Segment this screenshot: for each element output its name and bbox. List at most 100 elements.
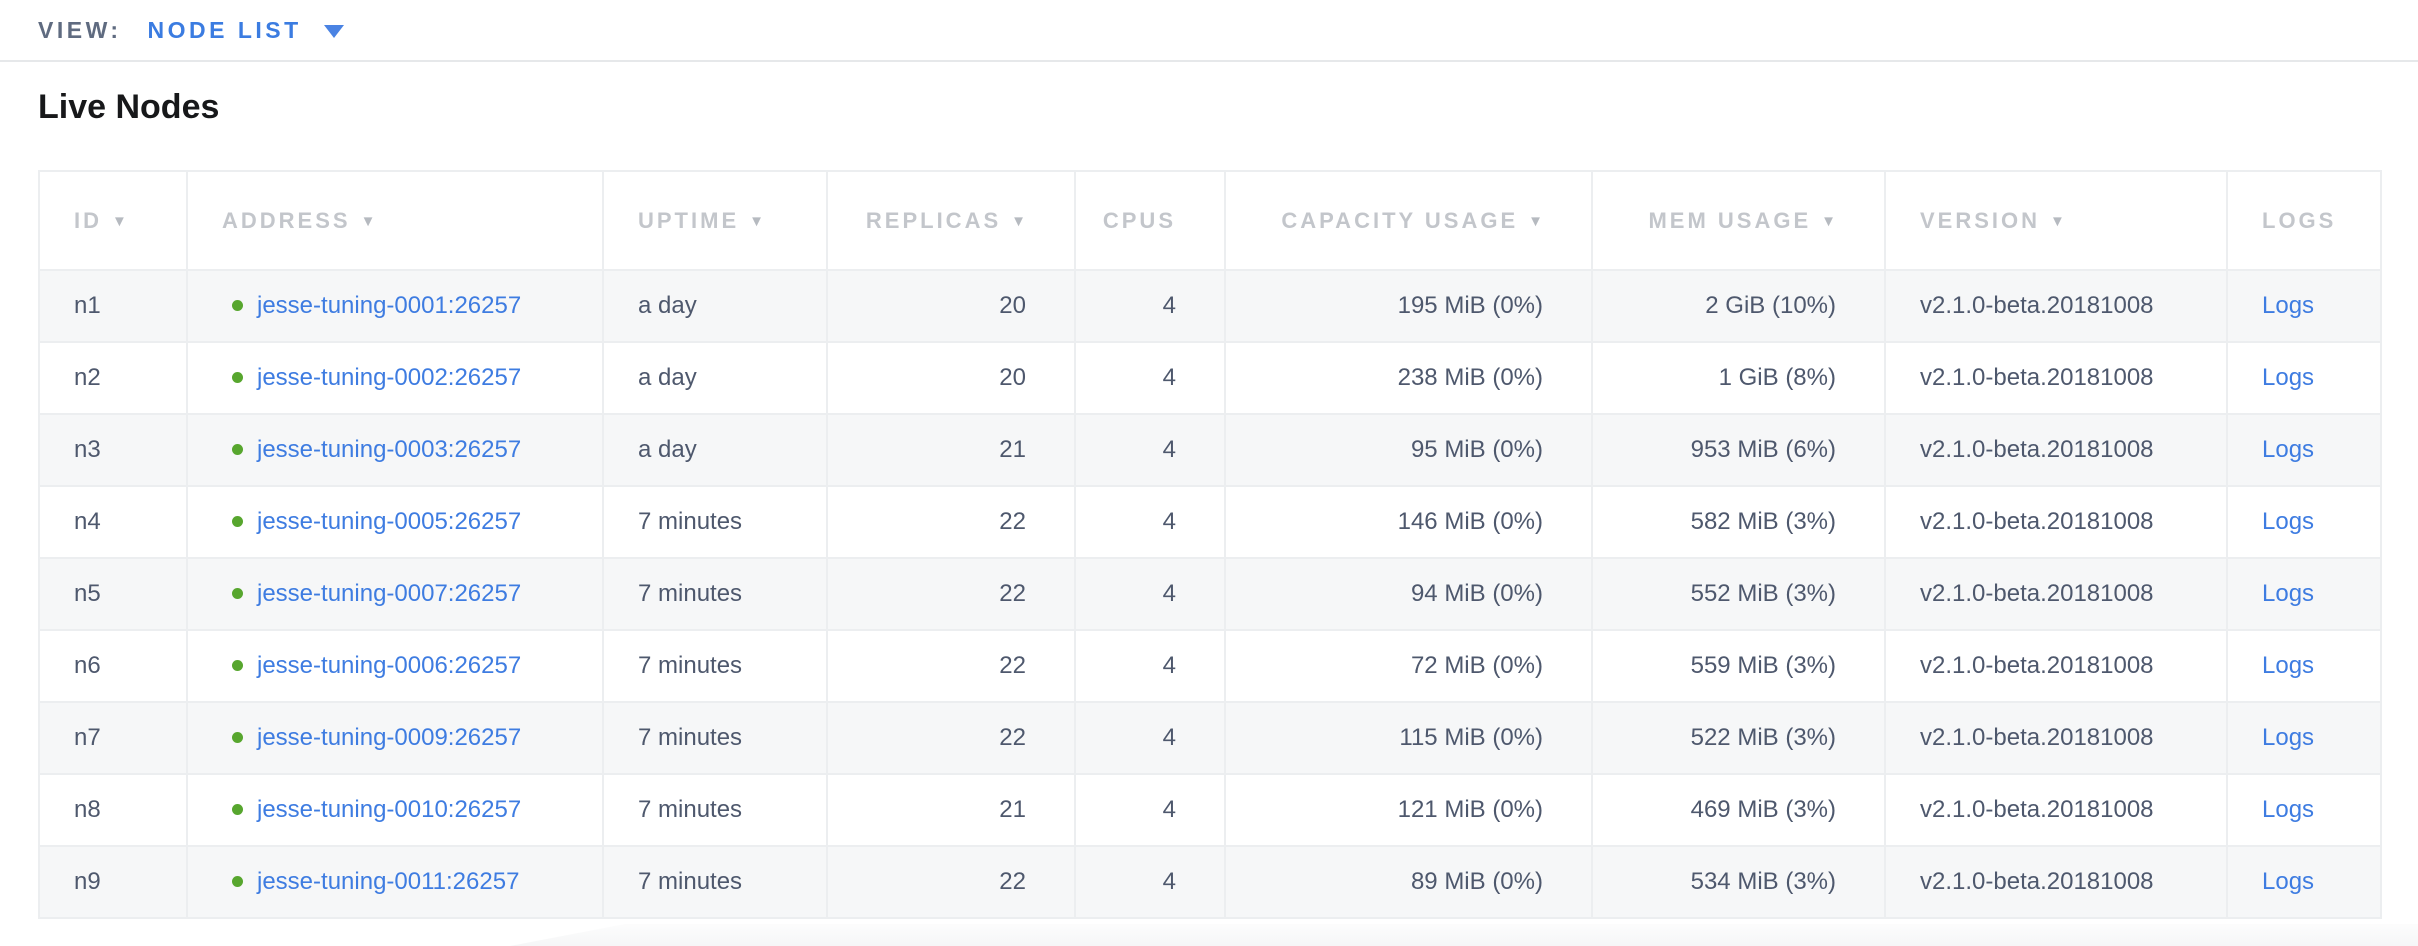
cell-value: 22 <box>999 724 1026 751</box>
cell-address: jesse-tuning-0005:26257 <box>186 485 604 559</box>
cell-cpus: 4 <box>1074 269 1226 343</box>
cell-logs: Logs <box>2226 341 2382 415</box>
column-header-label: REPLICAS <box>865 207 1002 233</box>
sort-arrow-icon: ▼ <box>1011 212 1026 230</box>
logs-link[interactable]: Logs <box>2262 364 2315 391</box>
cell-value: 7 minutes <box>638 580 743 607</box>
cell-mem: 534 MiB (3%) <box>1591 845 1886 919</box>
address-link[interactable]: jesse-tuning-0010:26257 <box>257 796 522 823</box>
logs-link[interactable]: Logs <box>2262 580 2315 607</box>
cell-value: n2 <box>74 364 101 391</box>
cell-mem: 559 MiB (3%) <box>1591 629 1886 703</box>
column-header-label: ID <box>74 207 102 233</box>
cell-uptime: 7 minutes <box>602 557 828 631</box>
address-link[interactable]: jesse-tuning-0007:26257 <box>257 580 522 607</box>
cell-address: jesse-tuning-0010:26257 <box>186 773 604 847</box>
cell-value: v2.1.0-beta.20181008 <box>1920 292 2154 319</box>
column-header-uptime[interactable]: UPTIME ▼ <box>602 170 828 271</box>
cell-logs: Logs <box>2226 629 2382 703</box>
view-label: VIEW: <box>38 16 122 43</box>
logs-link[interactable]: Logs <box>2262 508 2315 535</box>
cell-uptime: 7 minutes <box>602 485 828 559</box>
node-status-icon <box>232 588 243 599</box>
cell-address: jesse-tuning-0001:26257 <box>186 269 604 343</box>
cell-address: jesse-tuning-0009:26257 <box>186 701 604 775</box>
column-header-address[interactable]: ADDRESS ▼ <box>186 170 604 271</box>
logs-link[interactable]: Logs <box>2262 868 2315 895</box>
address-link[interactable]: jesse-tuning-0011:26257 <box>257 868 520 895</box>
address-link[interactable]: jesse-tuning-0002:26257 <box>257 364 522 391</box>
cell-value: 582 MiB (3%) <box>1690 508 1836 535</box>
logs-link[interactable]: Logs <box>2262 796 2315 823</box>
cell-id: n7 <box>38 701 188 775</box>
cell-version: v2.1.0-beta.20181008 <box>1884 629 2228 703</box>
cell-value: 522 MiB (3%) <box>1690 724 1836 751</box>
cell-value: v2.1.0-beta.20181008 <box>1920 436 2154 463</box>
cell-value: 21 <box>999 436 1026 463</box>
cell-uptime: a day <box>602 413 828 487</box>
node-status-icon <box>232 300 243 311</box>
cell-value: 4 <box>1162 868 1176 895</box>
table-row: n5 jesse-tuning-0007:26257 7 minutes 22 4 94 … <box>38 557 2382 631</box>
address-link[interactable]: jesse-tuning-0006:26257 <box>257 652 522 679</box>
cell-value: 195 MiB (0%) <box>1397 292 1543 319</box>
column-header-replicas[interactable]: REPLICAS ▼ <box>826 170 1076 271</box>
cell-version: v2.1.0-beta.20181008 <box>1884 485 2228 559</box>
cell-address: jesse-tuning-0002:26257 <box>186 341 604 415</box>
cell-version: v2.1.0-beta.20181008 <box>1884 413 2228 487</box>
view-dropdown[interactable]: NODE LIST <box>148 17 344 44</box>
cell-cpus: 4 <box>1074 341 1226 415</box>
cell-capacity: 146 MiB (0%) <box>1224 485 1593 559</box>
logs-link[interactable]: Logs <box>2262 436 2315 463</box>
cell-mem: 522 MiB (3%) <box>1591 701 1886 775</box>
cell-value: v2.1.0-beta.20181008 <box>1920 508 2154 535</box>
cell-value: 22 <box>999 868 1026 895</box>
cell-value: 1 GiB (8%) <box>1718 364 1836 391</box>
cell-value: 7 minutes <box>638 868 743 895</box>
cell-value: n4 <box>74 508 101 535</box>
cell-version: v2.1.0-beta.20181008 <box>1884 701 2228 775</box>
cell-logs: Logs <box>2226 701 2382 775</box>
cell-id: n4 <box>38 485 188 559</box>
table-row: n1 jesse-tuning-0001:26257 a day 20 4 195 MiB… <box>38 269 2382 343</box>
cell-value: 7 minutes <box>638 724 743 751</box>
logs-link[interactable]: Logs <box>2262 724 2315 751</box>
logs-link[interactable]: Logs <box>2262 652 2315 679</box>
cell-logs: Logs <box>2226 485 2382 559</box>
column-header-cpus: CPUS <box>1074 170 1226 271</box>
cell-logs: Logs <box>2226 557 2382 631</box>
cell-value: 4 <box>1162 508 1176 535</box>
column-header-label: CAPACITY USAGE <box>1281 207 1519 233</box>
cell-id: n9 <box>38 845 188 919</box>
cell-value: n9 <box>74 868 101 895</box>
column-header-id[interactable]: ID ▼ <box>38 170 188 271</box>
address-link[interactable]: jesse-tuning-0005:26257 <box>257 508 522 535</box>
table-row: n3 jesse-tuning-0003:26257 a day 21 4 95 MiB … <box>38 413 2382 487</box>
cell-mem: 552 MiB (3%) <box>1591 557 1886 631</box>
address-link[interactable]: jesse-tuning-0009:26257 <box>257 724 522 751</box>
cell-value: 4 <box>1162 724 1176 751</box>
cell-mem: 2 GiB (10%) <box>1591 269 1886 343</box>
column-header-capacity[interactable]: CAPACITY USAGE ▼ <box>1224 170 1593 271</box>
column-header-version[interactable]: VERSION ▼ <box>1884 170 2228 271</box>
cell-replicas: 22 <box>826 629 1076 703</box>
table-row: n4 jesse-tuning-0005:26257 7 minutes 22 4 146… <box>38 485 2382 559</box>
address-link[interactable]: jesse-tuning-0001:26257 <box>257 292 522 319</box>
column-header-mem[interactable]: MEM USAGE ▼ <box>1591 170 1886 271</box>
cell-uptime: 7 minutes <box>602 701 828 775</box>
cell-value: 20 <box>999 364 1026 391</box>
cell-value: a day <box>638 364 697 391</box>
node-status-icon <box>232 804 243 815</box>
cell-value: a day <box>638 292 697 319</box>
cell-value: 552 MiB (3%) <box>1690 580 1836 607</box>
logs-link[interactable]: Logs <box>2262 292 2315 319</box>
cell-value: 22 <box>999 652 1026 679</box>
table-row: n2 jesse-tuning-0002:26257 a day 20 4 238 MiB… <box>38 341 2382 415</box>
table-header-row: ID ▼ ADDRESS ▼ UPTIME ▼ REPLICAS ▼ CPUS CAPACITY … <box>38 170 2382 271</box>
address-link[interactable]: jesse-tuning-0003:26257 <box>257 436 522 463</box>
cell-value: 469 MiB (3%) <box>1690 796 1836 823</box>
view-dropdown-value: NODE LIST <box>147 16 302 43</box>
cell-version: v2.1.0-beta.20181008 <box>1884 845 2228 919</box>
cell-uptime: a day <box>602 341 828 415</box>
node-status-icon <box>232 516 243 527</box>
